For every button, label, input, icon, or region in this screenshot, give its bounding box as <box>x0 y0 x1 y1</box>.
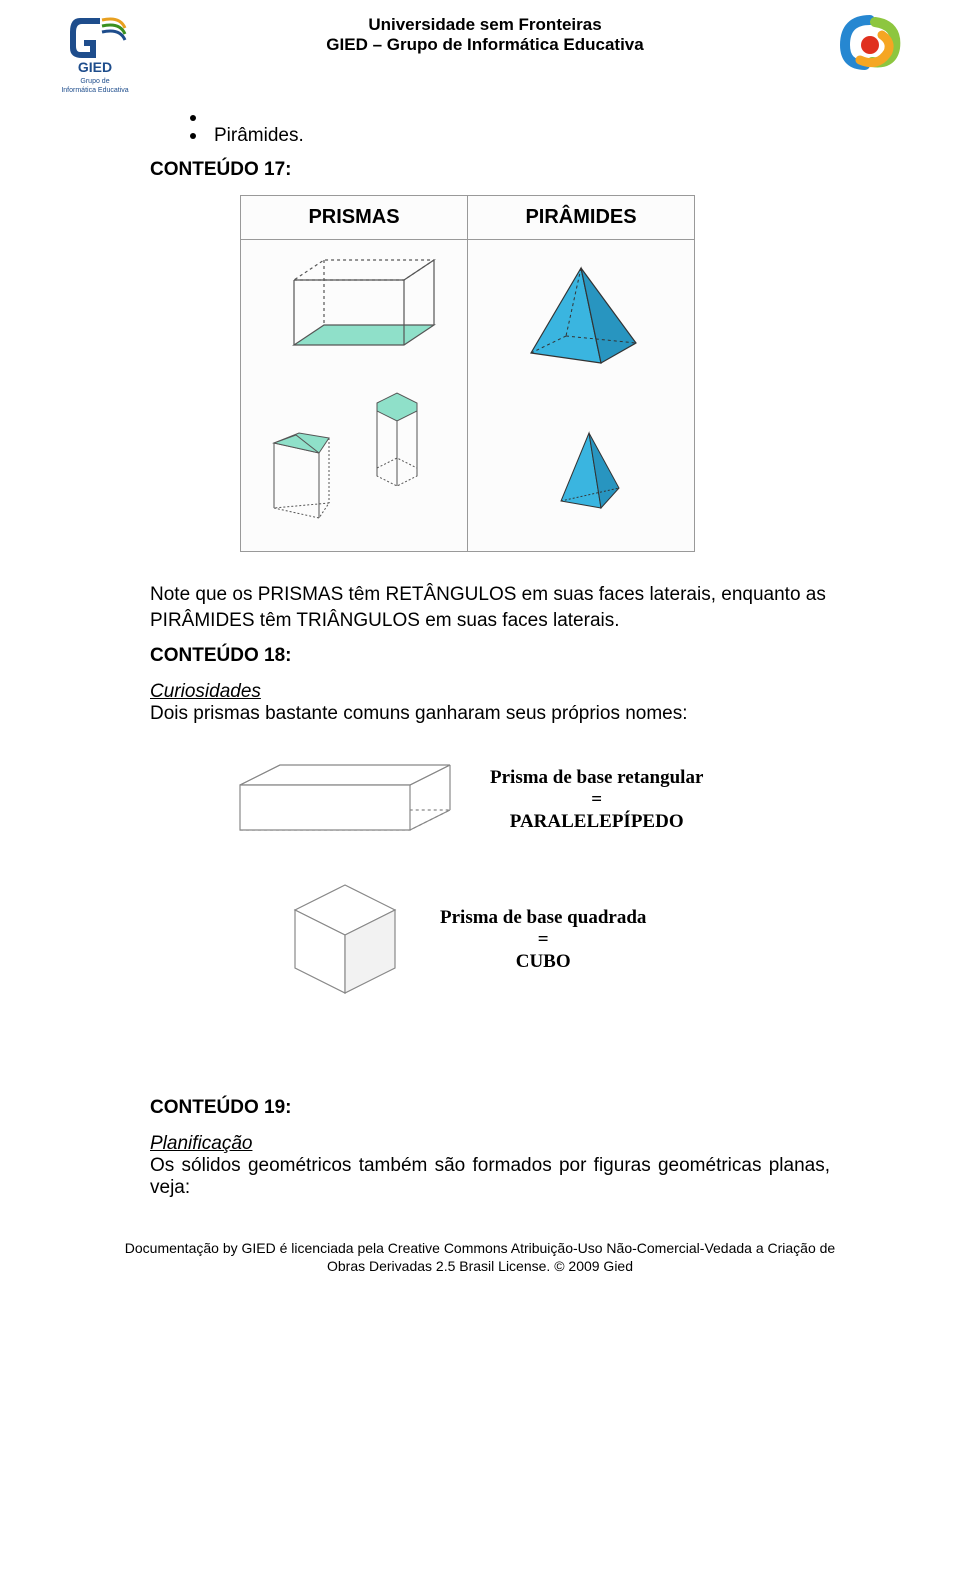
cubo-row: Prisma de base quadrada = CUBO <box>280 875 830 1005</box>
bullet-icon <box>190 133 196 139</box>
label-line: = <box>490 789 703 811</box>
bullet-empty <box>190 115 830 121</box>
label-line: Prisma de base retangular <box>490 767 703 789</box>
triangular-pyramid-icon <box>561 433 619 508</box>
rectangular-prism-icon <box>294 260 434 345</box>
cubo-icon <box>280 875 410 1005</box>
paralelepipedo-icon <box>230 755 460 845</box>
cubo-label: Prisma de base quadrada = CUBO <box>440 907 646 973</box>
section-19-title: CONTEÚDO 19: <box>150 1097 830 1119</box>
gied-logo: GIED Grupo de Informática Educativa <box>50 10 140 105</box>
footer-line1: Documentação by GIED é licenciada pela C… <box>60 1239 900 1257</box>
section-18-text: Dois prismas bastante comuns ganharam se… <box>150 703 830 725</box>
section-19-text: Os sólidos geométricos também são formad… <box>150 1155 830 1199</box>
section-18-subtitle: Curiosidades <box>150 681 830 703</box>
triangular-prism-icon <box>274 433 329 518</box>
bullet-icon <box>190 115 196 121</box>
label-line: = <box>440 929 646 951</box>
paralelepipedo-row: Prisma de base retangular = PARALELEPÍPE… <box>230 755 830 845</box>
section-18-title: CONTEÚDO 18: <box>150 645 830 667</box>
section-19-subtitle: Planificação <box>150 1133 830 1155</box>
label-line: CUBO <box>440 951 646 973</box>
header-line2: GIED – Grupo de Informática Educativa <box>230 35 740 55</box>
header-title: Universidade sem Fronteiras GIED – Grupo… <box>230 10 740 55</box>
main-content: Pirâmides. CONTEÚDO 17: PRISMAS PIRÂMIDE… <box>0 115 960 1219</box>
piramides-cell <box>468 240 695 552</box>
page-footer: Documentação by GIED é licenciada pela C… <box>0 1219 960 1275</box>
section-17-title: CONTEÚDO 17: <box>150 159 830 181</box>
table-header-piramides: PIRÂMIDES <box>468 196 695 240</box>
svg-text:GIED: GIED <box>78 59 112 75</box>
footer-line2: Obras Derivadas 2.5 Brasil License. © 20… <box>60 1257 900 1275</box>
square-pyramid-icon <box>531 268 636 363</box>
table-header-prismas: PRISMAS <box>241 196 468 240</box>
paralelepipedo-label: Prisma de base retangular = PARALELEPÍPE… <box>490 767 703 833</box>
page-header: GIED Grupo de Informática Educativa Univ… <box>0 0 960 115</box>
hexagonal-prism-icon <box>377 393 417 486</box>
svg-text:Informática Educativa: Informática Educativa <box>61 87 128 94</box>
label-line: PARALELEPÍPEDO <box>490 811 703 833</box>
prismas-piramides-table: PRISMAS PIRÂMIDES <box>240 195 695 552</box>
section-17-note: Note que os PRISMAS têm RETÂNGULOS em su… <box>150 582 830 633</box>
svg-text:Grupo de: Grupo de <box>80 78 109 85</box>
swirl-logo <box>830 10 910 85</box>
bullet-text: Pirâmides. <box>214 125 304 147</box>
bullet-piramides: Pirâmides. <box>190 125 830 147</box>
header-line1: Universidade sem Fronteiras <box>230 15 740 35</box>
label-line: Prisma de base quadrada <box>440 907 646 929</box>
prismas-cell <box>241 240 468 552</box>
